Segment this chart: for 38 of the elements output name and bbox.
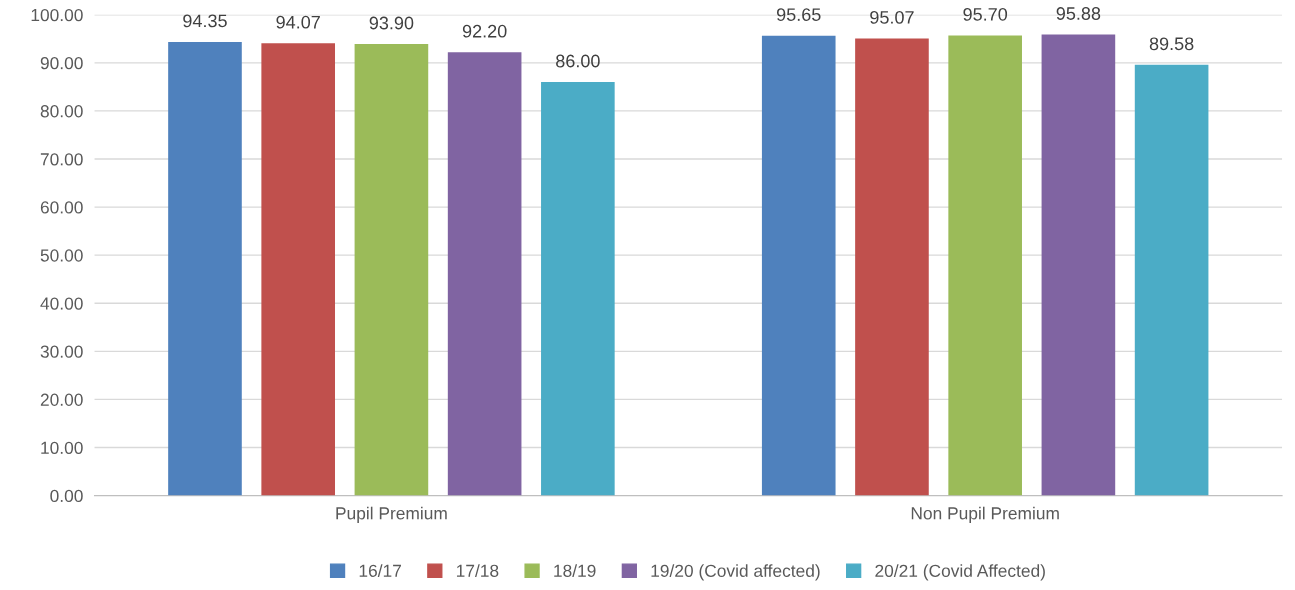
data-label: 94.35 xyxy=(183,14,227,28)
y-tick-label: 40.00 xyxy=(40,297,83,310)
y-tick-label: 0.00 xyxy=(50,489,83,503)
y-tick-label: 100.00 xyxy=(31,8,83,22)
y-tick-label: 20.00 xyxy=(40,393,83,406)
legend-label: 19/20 (Covid affected) xyxy=(651,564,820,581)
bar xyxy=(168,41,242,496)
data-label: 95.88 xyxy=(1056,7,1101,20)
legend-label: 16/17 xyxy=(359,564,401,577)
y-tick-label: 50.00 xyxy=(40,249,83,262)
bar xyxy=(948,35,1022,496)
y-tick-label: 10.00 xyxy=(41,441,83,454)
data-label: 89.58 xyxy=(1149,37,1194,51)
data-label: 95.07 xyxy=(870,10,914,24)
legend-label: 18/19 xyxy=(554,564,596,577)
legend-label: 20/21 (Covid Affected) xyxy=(875,564,1045,581)
y-tick-label: 60.00 xyxy=(40,201,83,214)
y-tick-label: 90.00 xyxy=(40,57,83,70)
data-label: 94.07 xyxy=(276,15,320,29)
x-tick-label: Non Pupil Premium xyxy=(911,506,1059,523)
y-tick-label: 70.00 xyxy=(40,153,83,166)
bar xyxy=(1041,34,1116,496)
bar xyxy=(541,82,615,496)
data-label: 95.65 xyxy=(776,8,821,21)
bar xyxy=(761,35,836,496)
data-label: 95.70 xyxy=(963,7,1008,21)
x-tick-label: Pupil Premium xyxy=(336,506,447,523)
data-label: 92.20 xyxy=(462,24,507,38)
legend-label: 17/18 xyxy=(456,564,499,577)
data-label: 93.90 xyxy=(369,16,414,30)
y-tick-label: 30.00 xyxy=(40,345,83,358)
bar xyxy=(447,52,522,496)
data-label: 86.00 xyxy=(556,54,600,68)
bar xyxy=(1134,64,1209,496)
y-tick-label: 80.00 xyxy=(40,105,83,118)
bar xyxy=(855,38,929,496)
bar xyxy=(354,44,429,496)
bar xyxy=(261,43,336,496)
